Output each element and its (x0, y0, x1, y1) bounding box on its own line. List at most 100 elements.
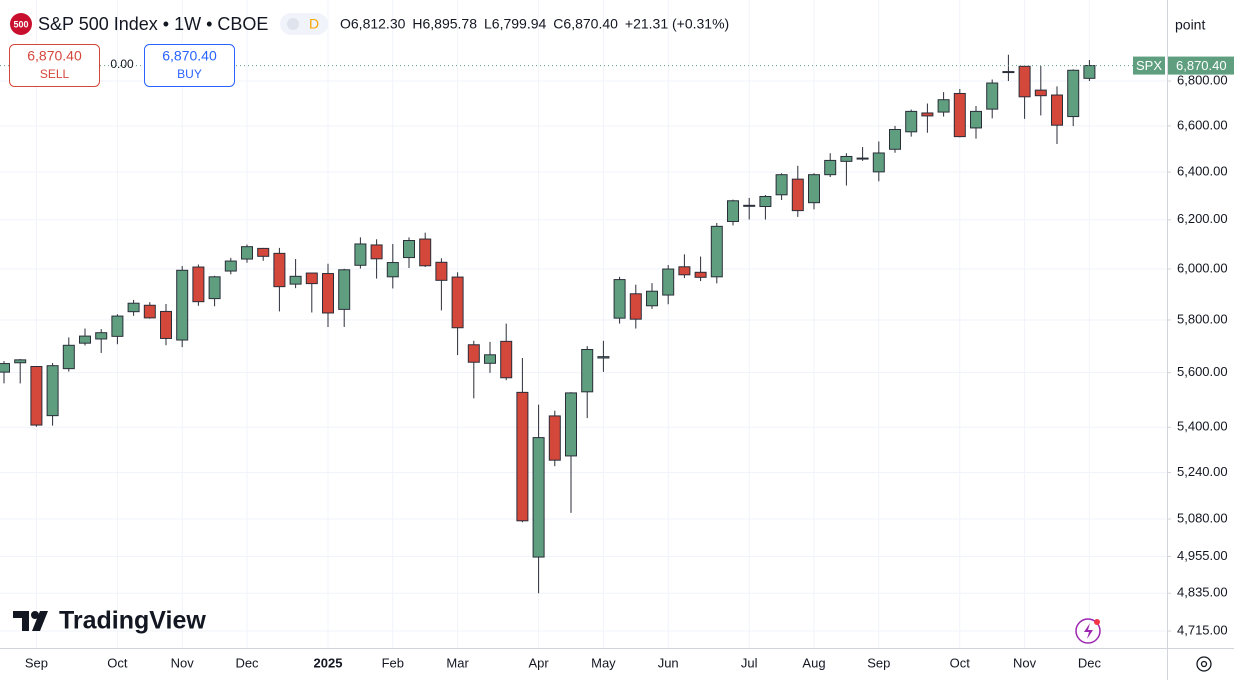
y-tick-label: 4,955.00 (1177, 548, 1228, 563)
buy-price: 6,870.40 (162, 48, 217, 64)
candle-body (354, 243, 367, 266)
y-tick-label: 6,600.00 (1177, 117, 1228, 132)
badge-text: 500 (13, 19, 28, 29)
ohlc-legend: O6,812.30 H6,895.78 L6,799.94 C6,870.40 +21.… (340, 16, 729, 32)
x-tick-label: Sep (867, 655, 890, 670)
candle-body (727, 200, 739, 222)
scale-label: point (1175, 17, 1205, 33)
candle-body (0, 363, 10, 373)
watermark-logo (13, 611, 48, 631)
candle-body (808, 174, 820, 204)
y-tick-label: 5,800.00 (1177, 311, 1228, 326)
candle-body (435, 261, 448, 281)
chart-title: S&P 500 Index • 1W • CBOE (38, 14, 268, 34)
candle-body (30, 366, 43, 426)
candle-body (937, 99, 950, 113)
candle-body (889, 129, 901, 150)
candle-body (791, 178, 804, 212)
alert-bolt (1084, 623, 1093, 639)
ohlc-value: H6,895.78 (412, 16, 477, 32)
ohlc-value: +21.31 (+0.31%) (625, 16, 729, 32)
candle-body (403, 240, 415, 259)
candle-body (500, 340, 513, 379)
x-tick-label: Oct (107, 655, 128, 670)
y-axis: 4,715.00 4,835.00 4,955.00 5,080.00 5,240.00… (1167, 56, 1234, 637)
overlay: SPX (0, 56, 1167, 75)
candle-body (1002, 71, 1015, 74)
candle-body (370, 244, 383, 260)
candle-body (970, 110, 982, 129)
candle-body (597, 356, 610, 359)
watermark: TradingView (59, 607, 206, 635)
candle-body (824, 159, 837, 176)
candle-body (759, 195, 772, 208)
candle-body (160, 310, 172, 339)
candle-body (613, 279, 626, 319)
buy-label: BUY (177, 67, 202, 81)
x-tick-label: Oct (950, 655, 971, 670)
candle-body (662, 268, 675, 296)
candle-body (1083, 65, 1096, 79)
x-tick-label: Nov (1013, 655, 1037, 670)
x-tick-label: Sep (25, 655, 48, 670)
candle-body (451, 276, 464, 329)
candle-body (905, 110, 918, 133)
x-tick-label: Apr (528, 655, 549, 670)
candle-body (1051, 94, 1063, 126)
candle-body (678, 266, 691, 276)
candle-body (192, 266, 205, 303)
candle-body (419, 238, 432, 267)
mode-badge: D (309, 16, 319, 32)
candle-body (305, 272, 318, 285)
x-tick-label: Dec (1078, 655, 1102, 670)
candle-body (775, 174, 788, 196)
y-tick-label: 5,080.00 (1177, 510, 1228, 525)
candle-body (386, 262, 399, 278)
settings-icon[interactable] (1196, 656, 1212, 672)
candle-body (646, 290, 658, 307)
candle-body (1018, 65, 1031, 98)
sell-price: 6,870.40 (27, 48, 82, 64)
candle-body (95, 332, 108, 340)
ohlc-value: L6,799.94 (484, 16, 546, 32)
x-tick-label: 2025 (314, 655, 343, 670)
y-tick-label: 4,715.00 (1177, 622, 1228, 637)
candle-body (224, 260, 237, 272)
x-tick-label: May (591, 655, 616, 670)
sell-label: SELL (40, 67, 70, 81)
candle-body (484, 354, 496, 364)
candle-body (710, 225, 723, 278)
symbol-tag (1133, 56, 1165, 75)
alert-icon[interactable] (1075, 618, 1101, 644)
x-tick-label: Dec (235, 655, 259, 670)
sell-button[interactable] (9, 44, 100, 87)
x-tick-label: Nov (171, 655, 195, 670)
y-tick-label: 5,400.00 (1177, 419, 1228, 434)
mode-dot (287, 18, 299, 30)
candle-body (46, 365, 59, 417)
candle-body (257, 247, 270, 257)
x-tick-label: Feb (382, 655, 404, 670)
y-tick-label: 6,800.00 (1177, 72, 1228, 87)
symbol-badge (10, 13, 32, 35)
y-tick-label: 6,200.00 (1177, 211, 1228, 226)
y-tick-label: 5,240.00 (1177, 464, 1228, 479)
last-price-label: 6,870.40 (1176, 58, 1227, 73)
y-tick-label: 6,000.00 (1177, 260, 1228, 275)
candles (0, 54, 1096, 594)
symbol-tag-label: SPX (1136, 58, 1162, 73)
candle-body (1034, 89, 1047, 97)
alert-dot (1094, 619, 1100, 625)
candle-body (273, 252, 286, 288)
buy-button[interactable] (144, 44, 235, 87)
candle-body (548, 415, 561, 461)
candle-body (629, 293, 642, 320)
x-axis: Sep Oct Nov Dec 2025 Feb Mar Apr May Jun Jul Aug Sep… (25, 655, 1102, 670)
x-tick-label: Jun (658, 655, 679, 670)
ohlc-value: O6,812.30 (340, 16, 406, 32)
candle-body (856, 157, 869, 160)
scale-box[interactable] (1170, 8, 1232, 42)
candle-body (1067, 69, 1080, 118)
